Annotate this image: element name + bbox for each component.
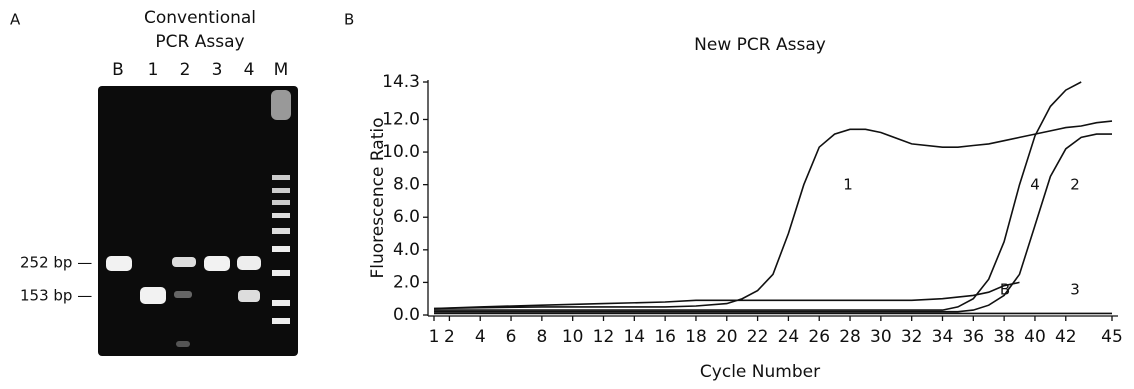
series-label: 4 bbox=[1030, 176, 1040, 194]
panel-label: A bbox=[10, 11, 21, 29]
x-tick-label: 28 bbox=[839, 327, 861, 347]
x-tick-label: 42 bbox=[1055, 327, 1077, 347]
series-label: 1 bbox=[843, 176, 853, 194]
marker-label: 252 bp — bbox=[20, 254, 92, 272]
x-tick-label: 4 bbox=[475, 327, 486, 347]
x-tick-label: 24 bbox=[778, 327, 800, 347]
x-tick-label: 18 bbox=[685, 327, 707, 347]
x-tick-label: 26 bbox=[808, 327, 830, 347]
x-tick-label: 16 bbox=[654, 327, 676, 347]
marker-label: 153 bp — bbox=[20, 287, 92, 305]
series-line bbox=[434, 82, 1081, 310]
series-line bbox=[434, 121, 1112, 308]
x-tick-label: 2 bbox=[444, 327, 455, 347]
lane-label: 2 bbox=[180, 60, 191, 80]
lane-label: 1 bbox=[148, 60, 159, 80]
y-tick-label: 4.0 bbox=[393, 240, 420, 260]
series-label: 3 bbox=[1070, 281, 1080, 299]
y-tick-label: 14.3 bbox=[382, 72, 420, 92]
series-label: B bbox=[1000, 281, 1010, 299]
y-tick-label: 10.0 bbox=[382, 142, 420, 162]
x-tick-label: 34 bbox=[932, 327, 954, 347]
series-label: 2 bbox=[1070, 176, 1080, 194]
lane-label: 4 bbox=[244, 60, 255, 80]
x-tick-label: 38 bbox=[993, 327, 1015, 347]
x-tick-label: 6 bbox=[506, 327, 517, 347]
x-tick-label: 30 bbox=[870, 327, 892, 347]
x-tick-label: 32 bbox=[901, 327, 923, 347]
x-tick-label: 45 bbox=[1101, 327, 1123, 347]
y-tick-label: 6.0 bbox=[393, 207, 420, 227]
y-tick-label: 8.0 bbox=[393, 175, 420, 195]
x-tick-label: 14 bbox=[623, 327, 645, 347]
x-tick-label: 22 bbox=[747, 327, 769, 347]
gel bbox=[98, 86, 298, 356]
gel-title: Conventional bbox=[144, 8, 256, 28]
figure: A Conventional PCR Assay B 1 2 3 4 M 252… bbox=[0, 0, 1134, 389]
x-tick-label: 8 bbox=[536, 327, 547, 347]
gel-title: PCR Assay bbox=[155, 32, 244, 52]
series-line bbox=[434, 282, 1020, 308]
y-tick-label: 0.0 bbox=[393, 305, 420, 325]
chart-title: New PCR Assay bbox=[694, 35, 826, 55]
lane-label: B bbox=[112, 60, 124, 80]
x-tick-label: 12 bbox=[593, 327, 615, 347]
x-axis-label: Cycle Number bbox=[700, 362, 820, 382]
lane-label: M bbox=[274, 60, 289, 80]
y-tick-label: 2.0 bbox=[393, 272, 420, 292]
panel-label: B bbox=[344, 11, 354, 29]
y-tick-label: 12.0 bbox=[382, 109, 420, 129]
x-tick-label: 40 bbox=[1024, 327, 1046, 347]
x-tick-label: 10 bbox=[562, 327, 584, 347]
x-tick-label: 36 bbox=[962, 327, 984, 347]
x-tick-label: 1 bbox=[429, 327, 440, 347]
lane-label: 3 bbox=[212, 60, 223, 80]
x-tick-label: 20 bbox=[716, 327, 738, 347]
